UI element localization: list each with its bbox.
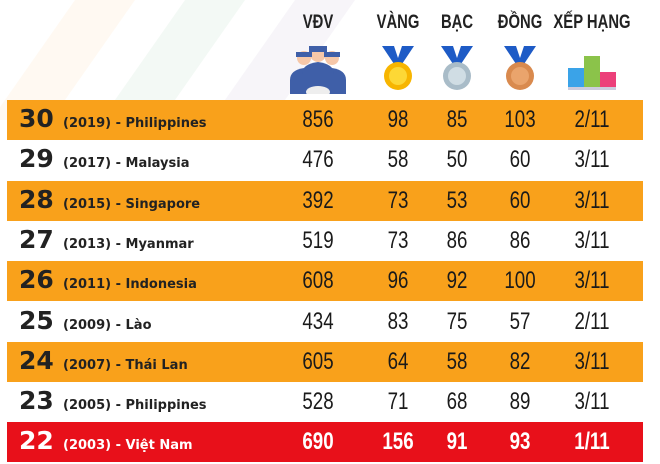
cell-value: 60 — [509, 146, 531, 174]
cell-value: 690 — [302, 428, 334, 456]
table-row: 29 (2017) - Malaysia 476 58 50 60 3/11 — [7, 140, 643, 180]
table-row: 23 (2005) - Philippines 528 71 68 89 3/11 — [7, 382, 643, 422]
cell-value: 3/11 — [574, 388, 610, 416]
cell-value: 50 — [446, 146, 468, 174]
cell-value: 71 — [387, 388, 409, 416]
cell-value: 98 — [387, 106, 409, 133]
table-row: 30 (2019) - Philippines 856 98 85 103 2/11 — [7, 100, 643, 140]
bronze-medal-icon — [504, 46, 536, 90]
cell-value: 58 — [446, 347, 468, 375]
edition-number: 22 — [19, 426, 54, 456]
column-header: ĐỒNG — [497, 12, 543, 33]
cell-value: 434 — [302, 307, 334, 335]
cell-value: 53 — [446, 186, 468, 214]
table-row: 25 (2009) - Lào 434 83 75 57 2/11 — [7, 302, 643, 342]
edition-number: 25 — [19, 305, 54, 335]
cell-value: 392 — [302, 186, 334, 214]
column-header: VÀNG — [376, 12, 420, 33]
cell-value: 73 — [387, 186, 409, 214]
cell-value: 92 — [446, 267, 468, 295]
table-row: 27 (2013) - Myanmar 519 73 86 86 3/11 — [7, 221, 643, 261]
cell-value: 93 — [509, 428, 531, 456]
edition-number: 29 — [19, 144, 54, 174]
edition-label: (2007) - Thái Lan — [63, 357, 188, 373]
cell-value: 57 — [509, 307, 531, 335]
cell-value: 2/11 — [574, 106, 610, 133]
cell-value: 58 — [387, 146, 409, 174]
cell-value: 100 — [504, 267, 536, 295]
podium-icon — [568, 56, 616, 90]
cell-value: 528 — [302, 388, 334, 416]
table-row: 24 (2007) - Thái Lan 605 64 58 82 3/11 — [7, 341, 643, 382]
edition-number: 27 — [19, 224, 54, 254]
cell-value: 64 — [387, 347, 409, 375]
table-row: 28 (2015) - Singapore 392 73 53 60 3/11 — [7, 180, 643, 221]
cell-value: 89 — [509, 388, 531, 416]
edition-number: 23 — [19, 386, 54, 416]
cell-value: 83 — [387, 307, 409, 335]
edition-label: (2003) - Việt Nam — [63, 438, 193, 454]
cell-value: 156 — [382, 428, 414, 456]
cell-value: 86 — [446, 226, 468, 254]
column-header: XẾP HẠNG — [553, 12, 631, 33]
cell-value: 3/11 — [574, 267, 610, 295]
cell-value: 476 — [302, 146, 334, 174]
cell-value: 2/11 — [574, 307, 610, 335]
cell-value: 3/11 — [574, 186, 610, 214]
cell-value: 86 — [509, 226, 531, 254]
gold-medal-icon — [382, 46, 414, 90]
edition-label: (2013) - Myanmar — [63, 236, 194, 252]
table-row: 26 (2011) - Indonesia 608 96 92 100 3/11 — [7, 261, 643, 302]
edition-number: 24 — [19, 345, 54, 375]
edition-label: (2011) - Indonesia — [63, 277, 197, 293]
cell-value: 75 — [446, 307, 468, 335]
cell-value: 856 — [302, 106, 334, 133]
cell-value: 3/11 — [574, 347, 610, 375]
edition-number: 26 — [19, 265, 54, 295]
silver-medal-icon — [441, 46, 473, 90]
cell-value: 60 — [509, 186, 531, 214]
edition-label: (2019) - Philippines — [63, 116, 207, 131]
cell-value: 3/11 — [574, 146, 610, 174]
table-row: 22 (2003) - Việt Nam 690 156 91 93 1/11 — [7, 422, 643, 463]
cell-value: 85 — [446, 106, 468, 133]
cell-value: 605 — [302, 347, 334, 375]
cell-value: 1/11 — [574, 428, 610, 456]
column-header: VĐV — [302, 12, 334, 33]
cell-value: 96 — [387, 267, 409, 295]
edition-label: (2017) - Malaysia — [63, 156, 190, 172]
edition-label: (2009) - Lào — [63, 317, 152, 333]
column-header: BẠC — [440, 12, 474, 33]
edition-number: 28 — [19, 184, 54, 214]
cell-value: 519 — [302, 226, 334, 254]
edition-label: (2015) - Singapore — [63, 196, 201, 212]
edition-label: (2005) - Philippines — [63, 398, 207, 414]
cell-value: 91 — [446, 428, 468, 456]
edition-number: 30 — [19, 104, 54, 133]
athletes-icon — [290, 46, 346, 94]
cell-value: 3/11 — [574, 226, 610, 254]
cell-value: 68 — [446, 388, 468, 416]
cell-value: 608 — [302, 267, 334, 295]
cell-value: 73 — [387, 226, 409, 254]
cell-value: 82 — [509, 347, 531, 375]
cell-value: 103 — [504, 106, 536, 133]
